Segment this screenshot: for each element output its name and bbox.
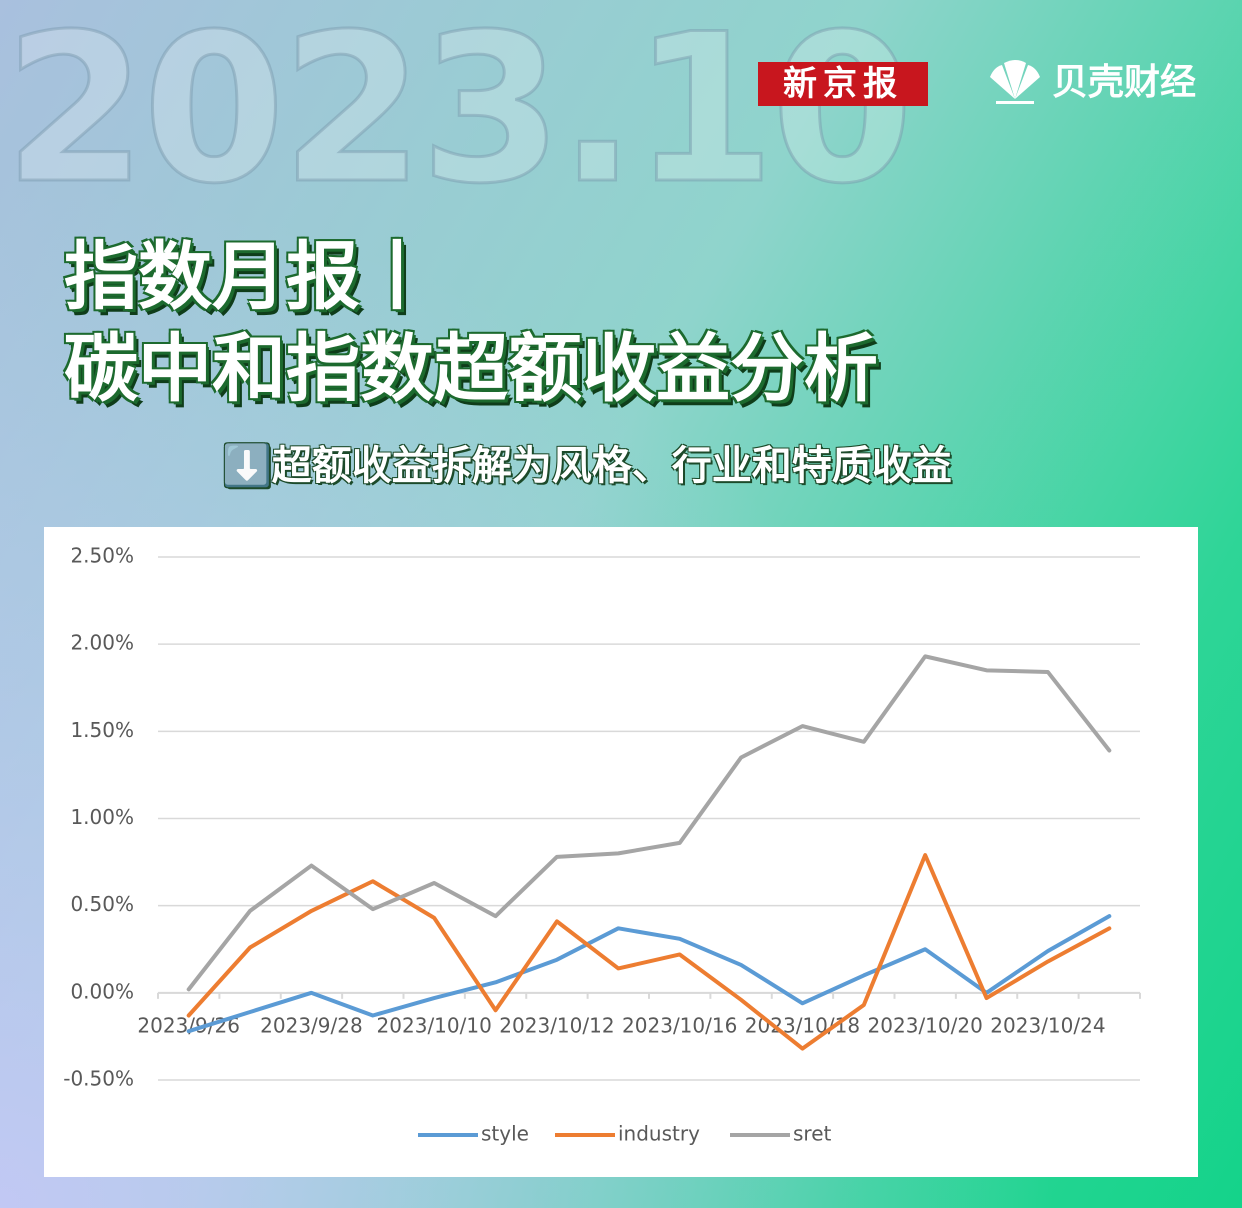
legend-label: sret bbox=[793, 1122, 832, 1146]
legend-label: style bbox=[481, 1122, 529, 1146]
legend-label: industry bbox=[618, 1122, 700, 1146]
x-tick-label: 2023/9/26 bbox=[137, 1014, 240, 1038]
x-tick-label: 2023/10/10 bbox=[377, 1014, 492, 1038]
logo-beike: 贝壳财经 bbox=[986, 58, 1196, 108]
shell-icon bbox=[990, 60, 1040, 104]
y-tick-label: 1.00% bbox=[70, 805, 134, 829]
y-tick-label: 2.50% bbox=[70, 544, 134, 568]
year-watermark: 2023.10 bbox=[3, 0, 916, 229]
x-tick-label: 2023/10/16 bbox=[622, 1014, 737, 1038]
title-line1: 指数月报丨 bbox=[64, 234, 434, 320]
y-tick-label: 1.50% bbox=[70, 718, 134, 742]
series-line bbox=[186, 654, 1112, 992]
x-tick-label: 2023/10/12 bbox=[499, 1014, 614, 1038]
chart: -0.50% 0.00% 0.50% 1.00% 1.50% 2.00% 2.50% 2023… bbox=[44, 527, 1198, 1177]
y-tick-label: 0.00% bbox=[70, 979, 134, 1003]
y-tick-label: 0.50% bbox=[70, 892, 134, 916]
logo-xinjingbao: 新京报 bbox=[758, 62, 928, 106]
logo-text: 贝壳财经 bbox=[1052, 62, 1197, 103]
series-line bbox=[186, 853, 1112, 1051]
x-tick-label: 2023/10/20 bbox=[868, 1014, 983, 1038]
series-line bbox=[186, 914, 1112, 1034]
subtitle: ⬇️超额收益拆解为风格、行业和特质收益 bbox=[222, 443, 952, 489]
x-tick-label: 2023/9/28 bbox=[260, 1014, 363, 1038]
y-tick-label: -0.50% bbox=[63, 1067, 134, 1091]
title-line2: 碳中和指数超额收益分析 bbox=[64, 326, 878, 412]
x-tick-label: 2023/10/24 bbox=[990, 1014, 1105, 1038]
y-tick-label: 2.00% bbox=[70, 631, 134, 655]
